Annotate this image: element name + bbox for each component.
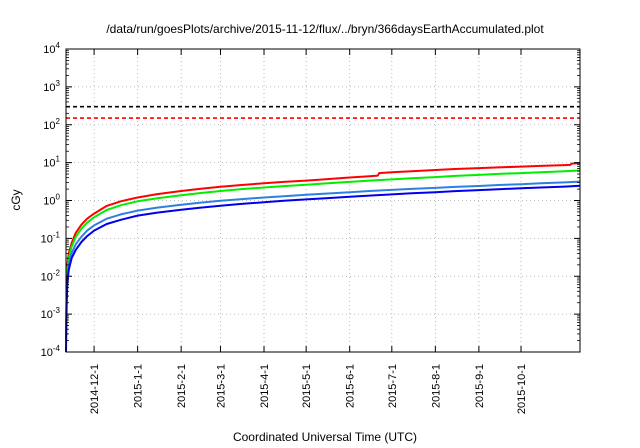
- y-tick-label: 102: [43, 117, 60, 132]
- x-tick-label: 2015-6-1: [345, 364, 357, 408]
- series-line-1: [65, 162, 581, 334]
- y-axis-label: cGy: [9, 189, 23, 210]
- y-tick-label: 100: [43, 193, 60, 208]
- x-tick-label: 2014-12-1: [89, 364, 101, 414]
- x-tick-label: 2015-2-1: [176, 364, 188, 408]
- reference-lines: [66, 105, 580, 119]
- x-tick-label: 2015-3-1: [215, 364, 227, 408]
- y-tick-label: 103: [43, 79, 60, 94]
- y-tick-label: 101: [43, 155, 60, 170]
- x-tick-label: 2015-9-1: [474, 364, 486, 408]
- series-line-4: [65, 184, 581, 353]
- series-line-3: [65, 180, 581, 341]
- y-axis: 10-4 10-3 10-2 10-1 100 101 102 103 104: [41, 41, 580, 359]
- y-tick-label: 10-1: [41, 230, 61, 245]
- series-line-2: [65, 169, 581, 337]
- series-group: [65, 162, 581, 353]
- x-tick-label: 2015-1-1: [133, 364, 145, 408]
- x-tick-label: 2015-10-1: [516, 364, 528, 414]
- chart-title: /data/run/goesPlots/archive/2015-11-12/f…: [106, 22, 544, 36]
- y-tick-label: 104: [43, 41, 60, 56]
- x-tick-label: 2015-5-1: [301, 364, 313, 408]
- x-tick-label: 2015-4-1: [259, 364, 271, 408]
- y-tick-label: 10-3: [41, 306, 61, 321]
- x-tick-label: 2015-7-1: [387, 364, 399, 408]
- x-axis: 2014-12-1 2015-1-1 2015-2-1 2015-3-1 2015-4-…: [89, 49, 528, 414]
- grid: [66, 49, 580, 352]
- x-tick-label: 2015-8-1: [430, 364, 442, 408]
- x-axis-label: Coordinated Universal Time (UTC): [233, 430, 417, 444]
- y-tick-label: 10-2: [41, 268, 61, 283]
- y-tick-label: 10-4: [41, 344, 61, 359]
